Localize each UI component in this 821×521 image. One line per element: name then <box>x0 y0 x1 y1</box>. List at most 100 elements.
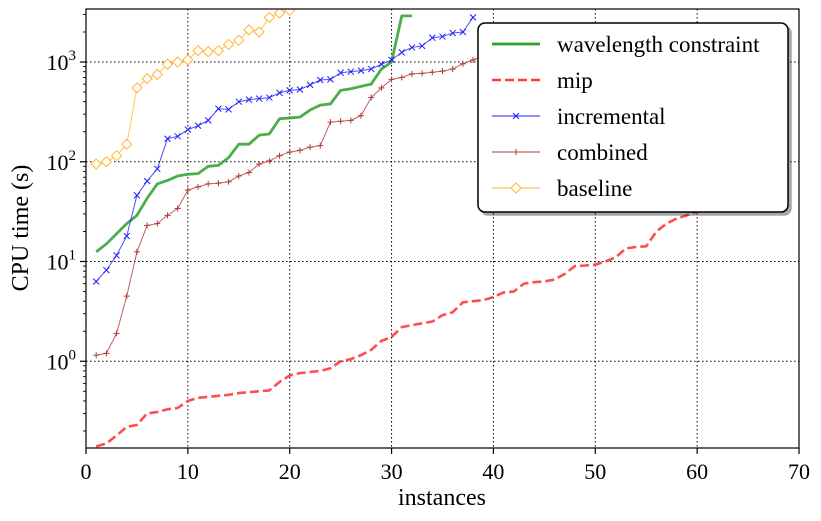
data-point <box>306 81 314 89</box>
data-point <box>233 34 245 47</box>
y-tick-label: 102 <box>47 148 77 175</box>
marker-stroke <box>428 34 436 42</box>
marker-stroke <box>296 86 304 93</box>
data-point <box>153 165 161 173</box>
marker-stroke <box>347 68 355 76</box>
data-point <box>276 89 283 97</box>
legend-label: mip <box>557 68 593 93</box>
data-point <box>408 70 415 77</box>
x-tick-label: 70 <box>788 459 810 484</box>
data-point <box>121 138 133 150</box>
data-point <box>123 293 130 300</box>
data-point <box>470 56 477 63</box>
data-point <box>284 9 296 17</box>
data-point <box>296 147 303 154</box>
marker-stroke <box>276 89 283 97</box>
data-point <box>347 68 355 76</box>
y-tick-base: 10 <box>47 50 69 75</box>
data-point <box>469 14 477 21</box>
data-point <box>337 69 344 77</box>
data-point <box>439 68 446 75</box>
data-point <box>428 34 436 42</box>
series-1 <box>95 209 698 448</box>
data-point <box>439 33 446 40</box>
data-point <box>235 172 242 179</box>
data-point <box>215 105 222 113</box>
marker-stroke <box>469 14 477 21</box>
marker-stroke <box>235 98 243 106</box>
data-point <box>205 180 212 187</box>
marker-stroke <box>459 28 467 36</box>
data-point <box>194 122 202 130</box>
data-point <box>164 135 171 143</box>
data-point <box>92 278 100 285</box>
y-tick-base: 10 <box>47 349 69 374</box>
y-tick-base: 10 <box>47 150 69 175</box>
y-tick-base: 10 <box>47 250 69 275</box>
y-tick-exponent: 0 <box>69 347 77 363</box>
data-point <box>151 68 164 81</box>
marker-stroke <box>143 177 151 185</box>
y-tick-exponent: 3 <box>69 48 77 64</box>
data-point <box>327 119 334 126</box>
data-point <box>378 84 385 91</box>
data-point <box>113 330 120 337</box>
series-line <box>95 209 698 448</box>
x-tick-label: 0 <box>81 459 92 484</box>
data-point <box>273 9 286 19</box>
data-point <box>286 149 293 156</box>
data-point <box>398 74 405 81</box>
marker-stroke <box>378 60 385 68</box>
data-point <box>192 44 204 57</box>
data-point <box>419 70 426 77</box>
data-point <box>307 144 314 151</box>
x-tick-label: 20 <box>279 459 301 484</box>
data-point <box>245 169 252 176</box>
marker-stroke <box>133 192 141 199</box>
series-line <box>96 53 494 356</box>
y-tick-label: 100 <box>47 347 77 374</box>
marker-stroke <box>153 165 161 173</box>
marker-stroke <box>512 112 520 120</box>
data-point <box>195 183 202 190</box>
data-point <box>358 112 365 119</box>
data-point <box>174 205 181 212</box>
x-tick-label: 30 <box>381 459 403 484</box>
marker-stroke <box>194 122 202 130</box>
marker-stroke <box>164 135 171 143</box>
data-point <box>418 42 426 50</box>
marker-stroke <box>357 67 365 74</box>
data-point <box>143 177 151 185</box>
data-point <box>276 152 283 159</box>
data-point <box>245 96 253 103</box>
data-point <box>398 48 406 56</box>
data-point <box>327 76 334 83</box>
data-point <box>378 60 385 68</box>
data-point <box>255 95 263 102</box>
legend-label: wavelength constraint <box>557 32 760 57</box>
data-point <box>215 180 222 187</box>
data-point <box>113 252 120 259</box>
series-0 <box>95 14 412 253</box>
marker-stroke <box>337 69 344 77</box>
x-tick-label: 40 <box>482 459 504 484</box>
marker-stroke <box>92 278 100 285</box>
data-point <box>263 11 276 24</box>
data-point <box>204 117 212 124</box>
data-point <box>131 82 143 94</box>
data-point <box>337 118 344 125</box>
legend-item: baseline <box>492 176 632 201</box>
marker-stroke <box>255 95 263 102</box>
data-point <box>368 94 375 101</box>
data-point <box>154 220 161 227</box>
series-2 <box>92 14 477 285</box>
marker-stroke <box>265 94 273 101</box>
data-point <box>235 98 243 106</box>
legend-item: wavelength constraint <box>492 32 760 57</box>
marker-stroke <box>286 86 294 94</box>
data-point <box>357 67 365 74</box>
x-tick-label: 10 <box>177 459 199 484</box>
marker-stroke <box>184 126 192 133</box>
y-tick-label: 103 <box>47 48 77 75</box>
